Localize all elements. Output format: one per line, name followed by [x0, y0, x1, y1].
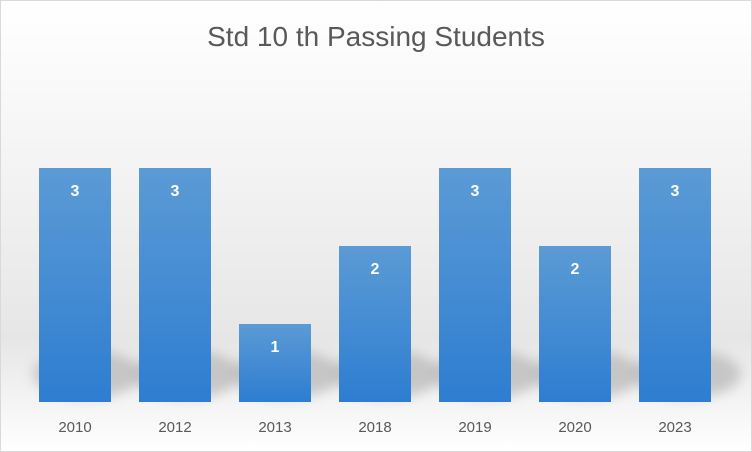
data-label-2013: 1: [271, 339, 280, 356]
bar-2018: [339, 246, 411, 402]
x-tick-label-2013: 2013: [258, 419, 291, 436]
bar-2012: [139, 168, 211, 402]
x-tick-label-2010: 2010: [58, 419, 91, 436]
x-axis-ticks: 2010 2012 2013 2018 2019 2020 2023: [58, 419, 691, 436]
bars: [39, 168, 711, 402]
data-label-2010: 3: [71, 183, 80, 200]
chart-title: Std 10 th Passing Students: [207, 21, 545, 52]
bar-2023: [639, 168, 711, 402]
bar-2013: [239, 324, 311, 402]
x-tick-label-2012: 2012: [158, 419, 191, 436]
bar-2019: [439, 168, 511, 402]
data-label-2023: 3: [671, 183, 680, 200]
data-label-2018: 2: [371, 261, 380, 278]
data-label-2012: 3: [171, 183, 180, 200]
x-tick-label-2019: 2019: [458, 419, 491, 436]
data-label-2020: 2: [571, 261, 580, 278]
x-tick-label-2018: 2018: [358, 419, 391, 436]
bar-2010: [39, 168, 111, 402]
x-tick-label-2023: 2023: [658, 419, 691, 436]
data-labels: 3 3 1 2 3 2 3: [71, 183, 680, 356]
data-label-2019: 3: [471, 183, 480, 200]
x-tick-label-2020: 2020: [558, 419, 591, 436]
bar-2020: [539, 246, 611, 402]
